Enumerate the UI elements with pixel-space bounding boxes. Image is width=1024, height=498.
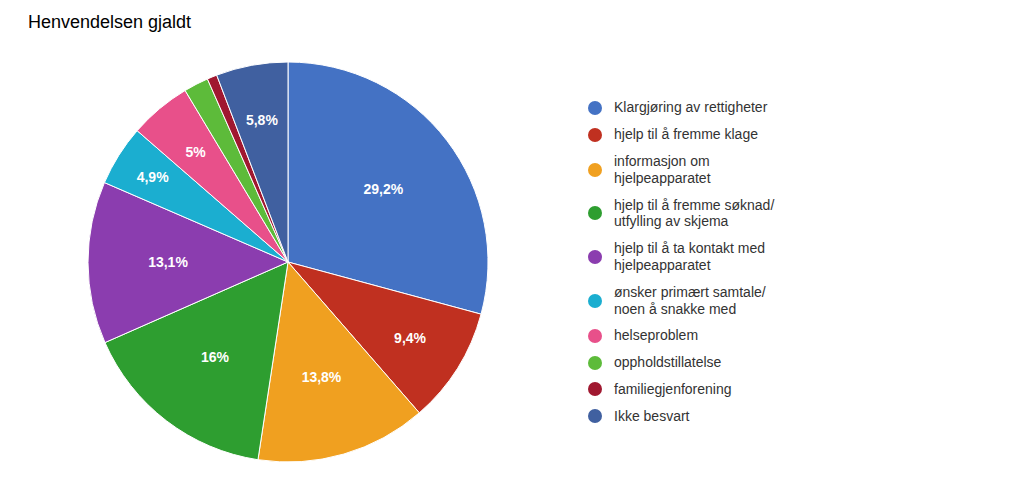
html-text:helseproblem: helseproblem <box>614 327 699 344</box>
svg-text:5%: 5% <box>185 144 206 160</box>
svg-text:9,4%: 9,4% <box>394 330 426 346</box>
svg-text:16%: 16% <box>201 349 230 365</box>
svg-text:4,9%: 4,9% <box>137 169 169 185</box>
html-text:Ikke besvart: Ikke besvart <box>614 407 690 424</box>
html-text:Henvendelsen gjaldt: Henvendelsen gjaldt <box>28 12 192 32</box>
svg-text:13,8%: 13,8% <box>302 369 342 385</box>
svg-text:5,8%: 5,8% <box>246 112 278 128</box>
html-text:oppholdstillatelse: oppholdstillatelse <box>614 354 722 371</box>
html-text:Klargjøring av rettigheter: Klargjøring av rettigheter <box>614 99 768 116</box>
html-text:hjelp til å fremme søknad/ utf: hjelp til å fremme søknad/ utfylling av … <box>614 196 775 230</box>
html-text:hjelp til å fremme klage: hjelp til å fremme klage <box>614 126 758 143</box>
html-text:hjelp til å ta kontakt med hje: hjelp til å ta kontakt med hjelpeapparat… <box>614 240 765 273</box>
html-text:informasjon om hjelpeapparatet: informasjon om hjelpeapparatet <box>614 153 711 186</box>
svg-text:13,1%: 13,1% <box>148 254 188 270</box>
html-text:ønsker primært samtale/ noen å: ønsker primært samtale/ noen å snakke me… <box>614 283 766 317</box>
html-text:familiegjenforening: familiegjenforening <box>614 381 732 397</box>
svg-text:29,2%: 29,2% <box>363 181 403 197</box>
